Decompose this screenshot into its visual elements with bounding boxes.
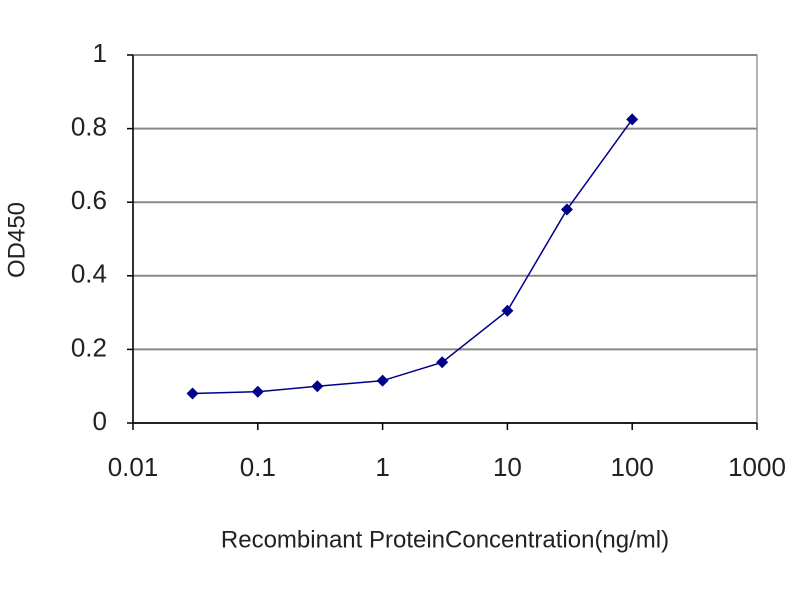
y-tick-label: 1 — [93, 38, 107, 68]
data-point — [311, 380, 324, 393]
x-axis-label: Recombinant ProteinConcentration(ng/ml) — [221, 526, 669, 553]
plot-area — [132, 54, 758, 424]
y-tick-label: 0.2 — [71, 332, 107, 362]
x-tick-label: 1 — [375, 452, 389, 482]
data-line — [192, 118, 633, 395]
y-axis-label: OD450 — [3, 202, 30, 278]
data-point — [251, 385, 264, 398]
x-tick-label: 10 — [493, 452, 522, 482]
x-tick-label: 1000 — [728, 452, 786, 482]
y-tick-label: 0 — [93, 406, 107, 436]
y-tick-label: 0.6 — [71, 185, 107, 215]
y-tick-label: 0.4 — [71, 259, 107, 289]
data-point — [560, 203, 573, 216]
data-point — [186, 387, 199, 400]
data-point — [376, 374, 389, 387]
y-tick-label: 0.8 — [71, 111, 107, 141]
x-tick-label: 0.01 — [108, 452, 159, 482]
data-point — [626, 113, 639, 126]
data-point — [501, 304, 514, 317]
x-tick-label: 0.1 — [240, 452, 276, 482]
data-point — [436, 356, 449, 369]
x-tick-label: 100 — [611, 452, 654, 482]
